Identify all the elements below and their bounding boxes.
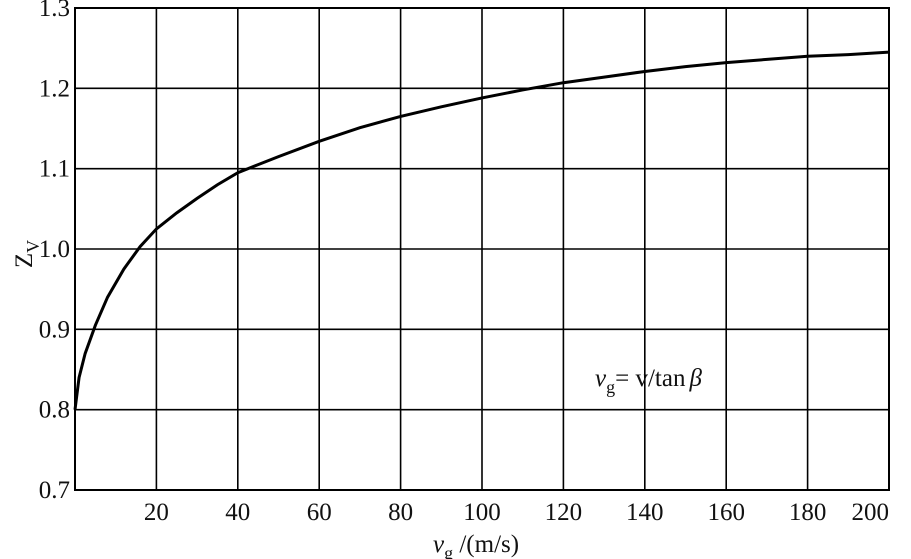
- grid-layer: [75, 8, 889, 490]
- series-curve: [73, 50, 890, 410]
- x-tick-label: 120: [545, 499, 583, 526]
- x-tick-label: 40: [225, 499, 250, 526]
- x-tick-label: 80: [388, 499, 413, 526]
- y-tick-label: 1.1: [39, 156, 70, 183]
- x-tick-label: 200: [852, 499, 890, 526]
- x-axis-label: vg /(m/s): [433, 531, 519, 559]
- x-axis-label-tail: /(m/s): [453, 531, 519, 558]
- annotation-equation: = v/tan: [615, 365, 686, 392]
- x-axis-label-sub: g: [444, 543, 453, 559]
- y-axis-label-sub: V: [23, 240, 43, 253]
- y-tick-label: 1.2: [39, 75, 70, 102]
- x-axis-label-main: v: [433, 531, 445, 558]
- x-tick-label: 160: [707, 499, 745, 526]
- x-tick-label: 180: [789, 499, 827, 526]
- y-axis-label-main: Z: [11, 253, 38, 268]
- annotation-beta: β: [688, 365, 702, 392]
- y-tick-label: 0.9: [39, 316, 70, 343]
- y-tick-label: 1.3: [39, 0, 70, 22]
- x-tick-label: 100: [463, 499, 501, 526]
- y-tick-labels: 0.7 0.8 0.9 1.0 1.1 1.2 1.3: [39, 0, 70, 504]
- y-tick-label: 0.8: [39, 397, 70, 424]
- x-tick-label: 140: [626, 499, 664, 526]
- x-tick-label: 20: [144, 499, 169, 526]
- plot-frame: [74, 7, 890, 491]
- annotation-formula: vg= v/tan β: [595, 365, 702, 397]
- x-tick-label: 60: [307, 499, 332, 526]
- y-tick-label: 0.7: [39, 477, 70, 504]
- annotation-g: g: [606, 377, 615, 397]
- y-tick-label: 1.0: [39, 236, 70, 263]
- annotation-v: v: [595, 365, 607, 392]
- x-tick-labels: 20 40 60 80 100 120 140 160 180 200: [144, 499, 889, 526]
- y-axis-label: ZV: [11, 240, 43, 268]
